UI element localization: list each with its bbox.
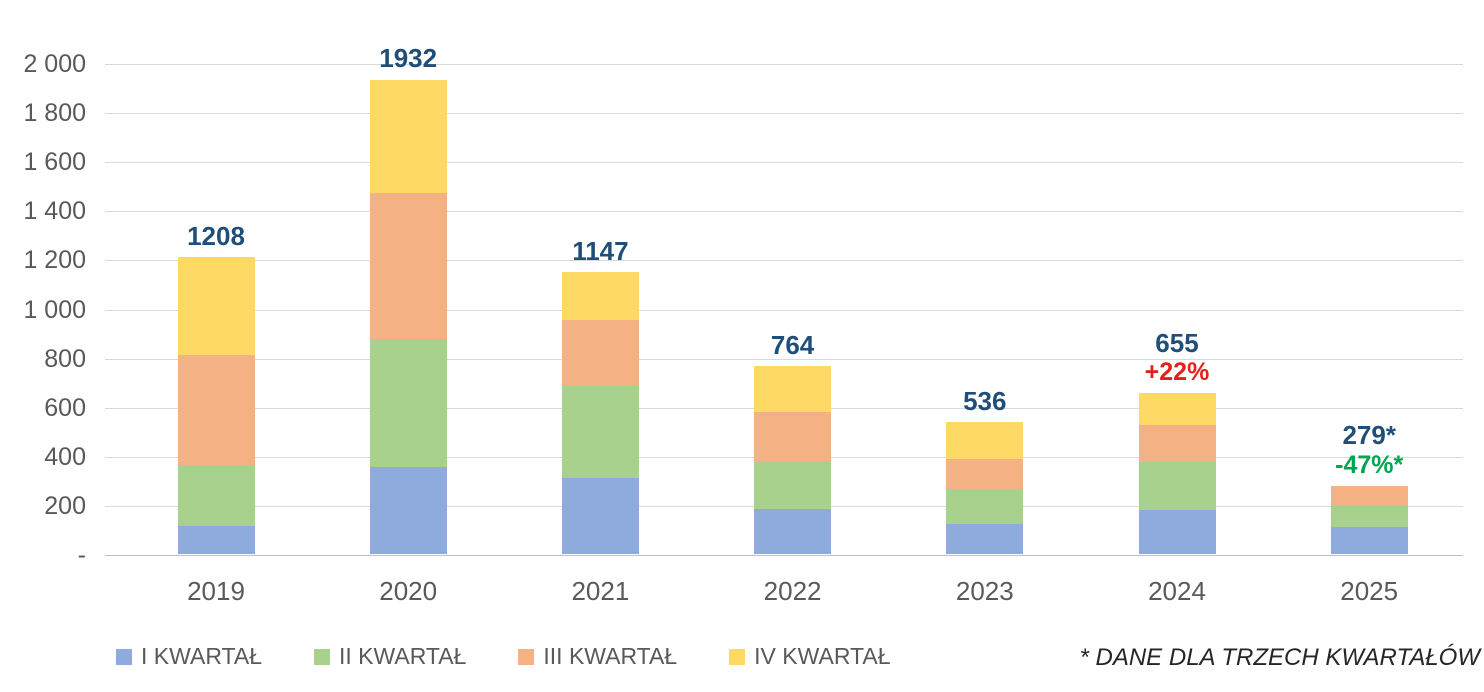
legend-item-i-kwartał: I KWARTAŁ	[116, 643, 262, 670]
bar-value-labels: 764	[708, 329, 878, 361]
x-category-label: 2022	[763, 576, 822, 606]
bar-total-label: 536	[963, 385, 1007, 416]
bar-segment-2020-ii-kwartał	[369, 339, 447, 467]
bar-2020	[369, 79, 447, 554]
bar-pct-label: -47%*	[1335, 450, 1404, 479]
bar-segment-2023-iii-kwartał	[946, 458, 1024, 490]
bar-2019	[177, 257, 255, 554]
y-tick-label: 600	[44, 393, 86, 422]
legend-item-iii-kwartał: III KWARTAŁ	[518, 643, 677, 670]
bar-2021	[561, 272, 639, 554]
bar-segment-2021-i-kwartał	[561, 478, 639, 554]
bar-2025	[1330, 485, 1408, 554]
bar-segment-2022-iv-kwartał	[754, 366, 832, 412]
bar-total-label: 1208	[187, 220, 245, 251]
gridline	[105, 113, 1463, 115]
bar-segment-2024-i-kwartał	[1138, 509, 1216, 554]
x-category-label: 2023	[955, 576, 1014, 606]
bar-total-label: 1147	[572, 235, 629, 266]
legend-swatch-icon	[314, 648, 330, 665]
y-tick-label: 1 400	[23, 197, 86, 226]
plot-area	[105, 64, 1463, 556]
footnote: * DANE DLA TRZECH KWARTAŁÓW	[1079, 644, 1481, 671]
legend-label: II KWARTAŁ	[339, 643, 467, 669]
legend: I KWARTAŁ II KWARTAŁ III KWARTAŁ IV KWARTAŁ	[116, 643, 891, 670]
legend-swatch-icon	[116, 648, 132, 665]
bar-total-label: 655	[1155, 327, 1199, 358]
gridline	[105, 309, 1463, 311]
y-tick-label: -	[77, 541, 86, 569]
bar-value-labels: 1208	[131, 220, 301, 252]
bar-segment-2022-ii-kwartał	[754, 460, 832, 509]
bar-value-labels: 1147	[515, 235, 685, 267]
bar-2024	[1138, 393, 1216, 554]
y-tick-label: 2 000	[23, 50, 86, 78]
bar-total-label: 764	[770, 329, 815, 360]
x-category-label: 2020	[379, 576, 438, 606]
bar-segment-2020-iii-kwartał	[369, 192, 447, 340]
bar-total-label: 1932	[379, 42, 438, 73]
y-tick-label: 1 000	[23, 295, 86, 324]
bar-segment-2023-ii-kwartał	[946, 489, 1024, 524]
bar-segment-2021-iv-kwartał	[561, 272, 639, 321]
bar-segment-2024-iv-kwartał	[1138, 393, 1216, 426]
bar-total-label: 279*	[1342, 419, 1396, 450]
legend-label: IV KWARTAŁ	[754, 643, 891, 669]
legend-item-ii-kwartał: II KWARTAŁ	[314, 643, 466, 670]
bar-segment-2020-i-kwartał	[369, 466, 447, 554]
bar-segment-2019-ii-kwartał	[177, 464, 255, 527]
legend-swatch-icon	[729, 648, 746, 665]
bar-segment-2019-iii-kwartał	[177, 355, 255, 465]
bar-segment-2021-iii-kwartał	[561, 320, 639, 387]
bar-segment-2021-ii-kwartał	[561, 386, 639, 479]
x-category-label: 2024	[1148, 576, 1206, 606]
bar-pct-label: +22%	[1144, 358, 1210, 387]
x-category-label: 2025	[1340, 576, 1399, 606]
bar-segment-2025-i-kwartał	[1330, 527, 1408, 554]
gridline	[105, 211, 1463, 213]
gridline	[105, 64, 1463, 65]
gridline	[105, 260, 1463, 262]
y-tick-label: 1 600	[23, 148, 86, 177]
legend-label: III KWARTAŁ	[543, 643, 678, 669]
bar-segment-2022-i-kwartał	[754, 508, 832, 554]
bar-value-labels: 655 +22%	[1092, 327, 1262, 388]
bar-segment-2024-iii-kwartał	[1138, 425, 1216, 462]
bar-value-labels: 279* -47%*	[1284, 419, 1454, 480]
y-tick-label: 1 200	[23, 246, 86, 275]
bar-segment-2023-iv-kwartał	[946, 422, 1024, 459]
bar-2023	[946, 422, 1024, 554]
y-tick-label: 1 800	[23, 99, 86, 128]
legend-swatch-icon	[518, 648, 535, 665]
bar-segment-2019-i-kwartał	[177, 526, 255, 554]
bar-segment-2022-iii-kwartał	[754, 411, 832, 461]
legend-label: I KWARTAŁ	[141, 643, 262, 669]
gridline	[105, 162, 1463, 164]
x-category-label: 2021	[571, 576, 630, 606]
legend-item-iv-kwartał: IV KWARTAŁ	[729, 643, 891, 670]
y-tick-label: 200	[44, 491, 86, 520]
x-category-label: 2019	[187, 576, 245, 606]
bar-2022	[754, 366, 832, 554]
bar-segment-2020-iv-kwartał	[369, 79, 447, 193]
bar-segment-2024-ii-kwartał	[1138, 461, 1216, 510]
gridline	[105, 555, 1463, 556]
bar-segment-2025-iii-kwartał	[1330, 485, 1408, 506]
y-tick-label: 800	[44, 344, 86, 373]
bar-segment-2019-iv-kwartał	[177, 257, 255, 356]
bar-value-labels: 1932	[323, 42, 493, 74]
bar-segment-2023-i-kwartał	[946, 523, 1024, 554]
y-tick-label: 400	[44, 442, 86, 471]
bar-segment-2025-ii-kwartał	[1330, 505, 1408, 527]
bar-value-labels: 536	[900, 385, 1070, 417]
gridline	[105, 358, 1463, 360]
